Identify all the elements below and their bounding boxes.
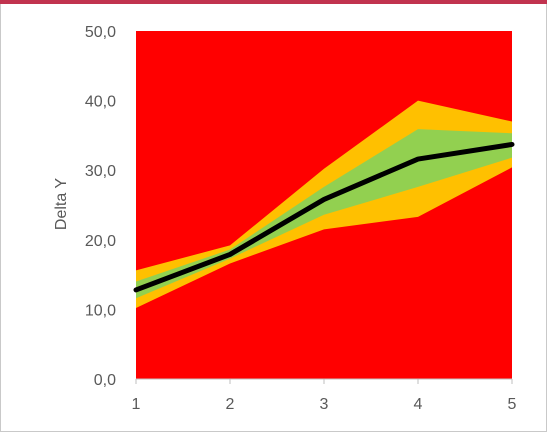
y-tick-label: 40,0	[85, 94, 116, 111]
x-tick-label: 3	[320, 396, 329, 413]
y-tick-label: 10,0	[85, 302, 116, 319]
x-tick-label: 5	[508, 396, 517, 413]
y-axis-title: Delta Y	[53, 178, 70, 231]
x-tick-label: 1	[132, 396, 141, 413]
x-tick-label: 2	[226, 396, 235, 413]
y-tick-label: 0,0	[94, 372, 116, 389]
plot-area	[133, 31, 515, 379]
y-tick-label: 50,0	[85, 24, 116, 41]
y-tick-label: 30,0	[85, 163, 116, 180]
series-line-1	[133, 141, 515, 293]
axes: 1 2 3 4 50,010,020,030,040,050,0	[85, 24, 517, 413]
y-tick-label: 20,0	[85, 233, 116, 250]
top-accent-bar	[0, 0, 547, 4]
x-tick-label: 4	[414, 396, 423, 413]
